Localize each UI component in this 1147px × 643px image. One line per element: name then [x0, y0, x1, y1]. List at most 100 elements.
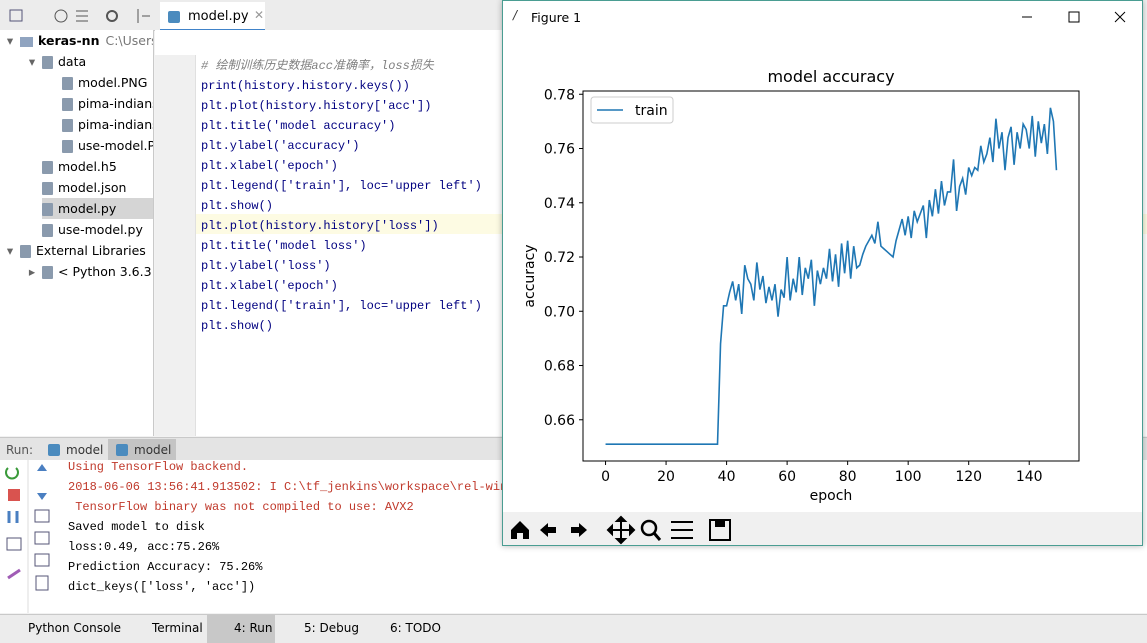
tree-row[interactable]: use-model.P — [62, 135, 153, 156]
icon[interactable] — [106, 10, 118, 22]
tree-arrow[interactable]: ▾ — [28, 54, 36, 69]
chart-title: model accuracy — [767, 67, 894, 86]
layout-button[interactable] — [6, 537, 22, 551]
code-line: plt.plot(history.history['acc']) — [201, 99, 432, 113]
active-tab-bg — [207, 615, 275, 643]
code-line: plt.legend(['train'], loc='upper left') — [201, 299, 482, 313]
pin-button[interactable] — [7, 568, 21, 580]
bottom-tab[interactable]: 6: TODO — [390, 621, 441, 635]
icon[interactable] — [137, 9, 150, 23]
code-line: plt.xlabel('epoch') — [201, 279, 338, 293]
y-tick-label: 0.66 — [544, 413, 575, 429]
tree-label: model.h5 — [58, 159, 117, 174]
window-controls — [1022, 11, 1126, 23]
bottom-tab[interactable]: Python Console — [28, 621, 122, 635]
file-icon — [42, 266, 53, 279]
stop-button[interactable] — [8, 489, 20, 501]
axes-frame — [582, 90, 1080, 462]
toolbar-icons — [511, 515, 731, 545]
console-line: Prediction Accuracy: 75.26% — [68, 560, 263, 574]
icon[interactable] — [9, 9, 23, 22]
file-icon — [62, 140, 73, 153]
close-button[interactable] — [1114, 11, 1126, 23]
file-icon — [62, 98, 73, 111]
code-line: print(history.history.keys()) — [201, 79, 410, 93]
data-line — [605, 107, 1058, 445]
run-label: Run: — [6, 443, 34, 457]
tree-arrow[interactable]: ▾ — [6, 243, 14, 258]
pause-button[interactable] — [7, 511, 19, 523]
scroll-button[interactable] — [34, 531, 50, 545]
down-button[interactable] — [37, 493, 47, 500]
tree-arrow[interactable]: ▾ — [6, 33, 14, 48]
console-line: 2018-06-06 13:56:41.913502: I C:\tf_jenk… — [68, 480, 515, 494]
y-tick-label: 0.78 — [544, 87, 575, 103]
console-line: TensorFlow binary was not compiled to us… — [68, 500, 414, 514]
up-button[interactable] — [37, 464, 47, 471]
home-button[interactable] — [511, 521, 529, 539]
pan-button[interactable] — [606, 515, 636, 545]
bottom-tab[interactable]: 5: Debug — [304, 621, 359, 635]
code-line: # 绘制训练历史数据acc准确率，loss损失 — [201, 59, 434, 73]
tree-row[interactable]: model.json — [42, 177, 126, 198]
tree-row[interactable]: ▾ data — [22, 51, 86, 72]
file-icon — [62, 119, 73, 132]
tree-row[interactable]: use-model.py — [42, 219, 143, 240]
x-tick-label: 100 — [895, 469, 922, 485]
y-tick-label: 0.74 — [544, 196, 575, 212]
file-icon — [42, 224, 53, 237]
run-tab[interactable]: model — [108, 439, 176, 460]
tree-row[interactable]: pima-indians — [62, 114, 154, 135]
x-tick-label: 40 — [718, 469, 736, 485]
editor-tab[interactable]: model.py ✕ — [160, 2, 265, 32]
tree-arrow[interactable]: ▸ — [28, 264, 36, 279]
window-titlebar: / Figure 1 — [503, 1, 1142, 33]
console-line: Saved model to disk — [68, 520, 205, 534]
window-title: Figure 1 — [531, 10, 582, 25]
code-line: plt.ylabel('loss') — [201, 259, 331, 273]
code-line: plt.legend(['train'], loc='upper left') — [201, 179, 482, 193]
back-button[interactable] — [540, 523, 556, 537]
icon[interactable] — [76, 10, 88, 22]
code-line: plt.show() — [201, 319, 274, 333]
tree-row[interactable]: ▾ keras-nn C:\Users — [0, 30, 153, 51]
code-line: plt.ylabel('accuracy') — [201, 139, 360, 153]
legend-label: train — [635, 103, 668, 119]
tree-label: model.json — [58, 180, 127, 195]
print-button[interactable] — [34, 553, 50, 567]
python-icon — [168, 11, 180, 23]
tree-row[interactable]: ▾ External Libraries — [0, 240, 146, 261]
tree-row[interactable]: ▸ < Python 3.6.3 ( — [22, 261, 153, 282]
clear-button[interactable] — [35, 575, 49, 591]
bottom-tab[interactable]: 4: Run — [234, 621, 273, 635]
tree-row[interactable]: model.h5 — [42, 156, 117, 177]
zoom-button[interactable] — [640, 519, 658, 537]
bottom-tab[interactable]: Terminal — [152, 621, 203, 635]
forward-button[interactable] — [571, 523, 587, 537]
python-icon — [116, 444, 128, 456]
console-line: Using TensorFlow backend. — [68, 460, 249, 474]
code-line: plt.title('model loss') — [201, 239, 367, 253]
rerun-button[interactable] — [5, 467, 19, 480]
tree-label: data — [58, 54, 87, 69]
tree-label: pima-indians — [78, 117, 154, 132]
maximize-button[interactable] — [1068, 11, 1080, 23]
tree-label: use-model.py — [58, 222, 143, 237]
icon[interactable] — [54, 9, 68, 23]
tab-close[interactable]: ✕ — [254, 8, 265, 22]
run-tab[interactable]: model — [40, 439, 106, 460]
tree-row[interactable]: pima-indians — [62, 93, 153, 114]
editor-tabbar: model.py ✕ — [155, 0, 505, 32]
wrap-button[interactable] — [34, 509, 50, 523]
tree-row[interactable]: model.PNG — [62, 72, 147, 93]
tree-label: model.PNG — [78, 75, 148, 90]
folder-icon — [20, 36, 33, 47]
configure-button[interactable] — [671, 521, 693, 539]
x-axis-label: epoch — [810, 488, 853, 504]
figure-window: / Figure 1 model accuracy epoch accuracy 0 2… — [502, 0, 1143, 546]
figure-canvas: model accuracy epoch accuracy 0 20 40 60 80 100 1… — [522, 67, 1080, 504]
mpl-toolbar — [503, 512, 1142, 545]
gutter — [155, 55, 196, 436]
tree-row[interactable]: model.py — [42, 198, 153, 219]
